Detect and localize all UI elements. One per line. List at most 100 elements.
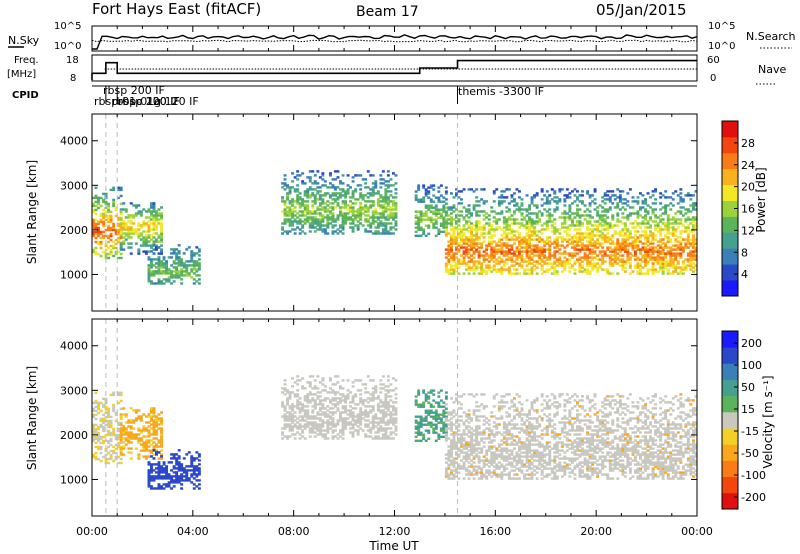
power-cell-886	[331, 218, 335, 221]
velocity-cell-1047	[359, 379, 363, 382]
velocity-cell-1072	[366, 425, 370, 428]
power-cell-422	[155, 272, 158, 275]
velocity-cell-570	[195, 475, 199, 478]
power-cell-630	[288, 222, 292, 225]
velocity-cell-1197	[386, 427, 390, 430]
power-cell-3207	[669, 248, 673, 251]
velocity-cell-1243	[394, 427, 398, 430]
power-cell-2150	[535, 234, 539, 237]
power-cell-1968	[515, 272, 519, 275]
power-cell-1201	[386, 208, 390, 211]
velocity-cell-306	[147, 441, 151, 444]
power-cell-3085	[654, 202, 658, 205]
power-cell-1068	[364, 182, 368, 185]
velocity-cell-989	[349, 405, 353, 408]
velocity-cell-882	[331, 435, 335, 438]
power-cell-2349	[563, 260, 567, 263]
power-cell-1772	[490, 258, 494, 261]
power-cell-2136	[533, 212, 537, 215]
velocity-cell-293	[144, 447, 148, 450]
power-cell-98	[107, 228, 111, 232]
power-cell-61	[102, 250, 106, 254]
power-cell-467	[165, 262, 169, 265]
power-cell-2810	[621, 262, 625, 265]
power-cell-1992	[518, 250, 521, 253]
power-cell-2120	[533, 268, 537, 271]
power-cell-413	[152, 282, 156, 285]
power-cell-1302	[422, 196, 426, 199]
power-cell-1145	[379, 214, 383, 217]
power-cell-3197	[666, 196, 670, 199]
velocity-cell-789	[313, 393, 317, 396]
power-cell-921	[336, 192, 340, 195]
power-cell-2021	[520, 218, 524, 221]
velocity-cell-1331	[429, 421, 433, 424]
power-cell-160	[117, 218, 121, 222]
power-cell-2871	[628, 272, 632, 275]
power-cell-808	[318, 226, 322, 229]
station-title: Fort Hays East (fitACF)	[92, 0, 261, 18]
power-cell-2521	[586, 270, 590, 273]
velocity-cell-1208	[386, 391, 390, 394]
power-cell-279	[142, 250, 146, 253]
velocity-cell-598	[283, 435, 287, 438]
power-cell-2740	[611, 236, 615, 239]
power-cell-285	[142, 230, 146, 233]
velocity-cell-895	[331, 397, 335, 400]
velocity-cell-310	[147, 431, 151, 434]
velocity-cell-529	[182, 479, 186, 482]
power-cell-1308	[424, 214, 428, 217]
velocity-cell-244	[132, 435, 136, 438]
velocity-cell-1111	[371, 387, 375, 390]
velocity-cell-841	[323, 437, 327, 440]
velocity-cell-1285	[419, 431, 423, 434]
power-cell-2504	[581, 190, 584, 193]
velocity-cell-1231	[392, 421, 395, 424]
power-cell-3218	[671, 272, 675, 275]
velocity-cell-655	[291, 405, 295, 408]
power-cell-1460	[450, 236, 453, 239]
velocity-cell-1059	[364, 423, 368, 426]
power-cell-2887	[628, 206, 632, 209]
power-cell-2950	[639, 250, 642, 253]
power-cell-3199	[669, 264, 673, 267]
power-cell-48	[99, 254, 103, 258]
power-cell-928	[339, 214, 342, 217]
velocity-cell-1417	[444, 453, 448, 456]
power-cell-3065	[651, 208, 655, 211]
velocity-cell-783	[313, 415, 317, 418]
velocity-cell-53	[99, 437, 103, 441]
power-cell-2547	[588, 262, 592, 265]
power-cell-714	[301, 172, 305, 175]
power-cell-50	[99, 242, 103, 246]
power-cell-2922	[636, 266, 640, 269]
velocity-cell-37	[97, 437, 100, 441]
power-cell-91	[104, 192, 108, 196]
power-cell-1380	[439, 208, 443, 211]
velocity-cell-276	[139, 419, 143, 422]
velocity-cell-754	[308, 393, 312, 396]
power-cell-2293	[553, 192, 557, 195]
power-cell-874	[329, 202, 332, 205]
power-cell-1851	[500, 246, 504, 249]
power-cell-3334	[686, 264, 690, 267]
power-cell-3308	[681, 250, 685, 253]
power-cell-1735	[482, 202, 486, 205]
power-cell-1234	[392, 208, 395, 211]
power-cell-3102	[656, 224, 660, 227]
power-cell-249	[132, 204, 136, 207]
velocity-cell-1081	[366, 391, 370, 394]
power-cell-1092	[369, 192, 373, 195]
power-cell-2440	[576, 258, 579, 261]
power-cell-2712	[608, 262, 612, 265]
velocity-cell-83	[104, 423, 108, 427]
power-cell-2855	[626, 252, 630, 255]
velocity-cell-638	[288, 407, 292, 410]
power-cell-1284	[419, 228, 423, 231]
power-cell-951	[341, 200, 345, 203]
velocity-cell-896	[331, 391, 335, 394]
power-cell-943	[341, 222, 345, 225]
power-cell-3220	[671, 266, 675, 269]
velocity-cell-429	[157, 487, 161, 490]
power-cell-2373	[565, 238, 569, 241]
